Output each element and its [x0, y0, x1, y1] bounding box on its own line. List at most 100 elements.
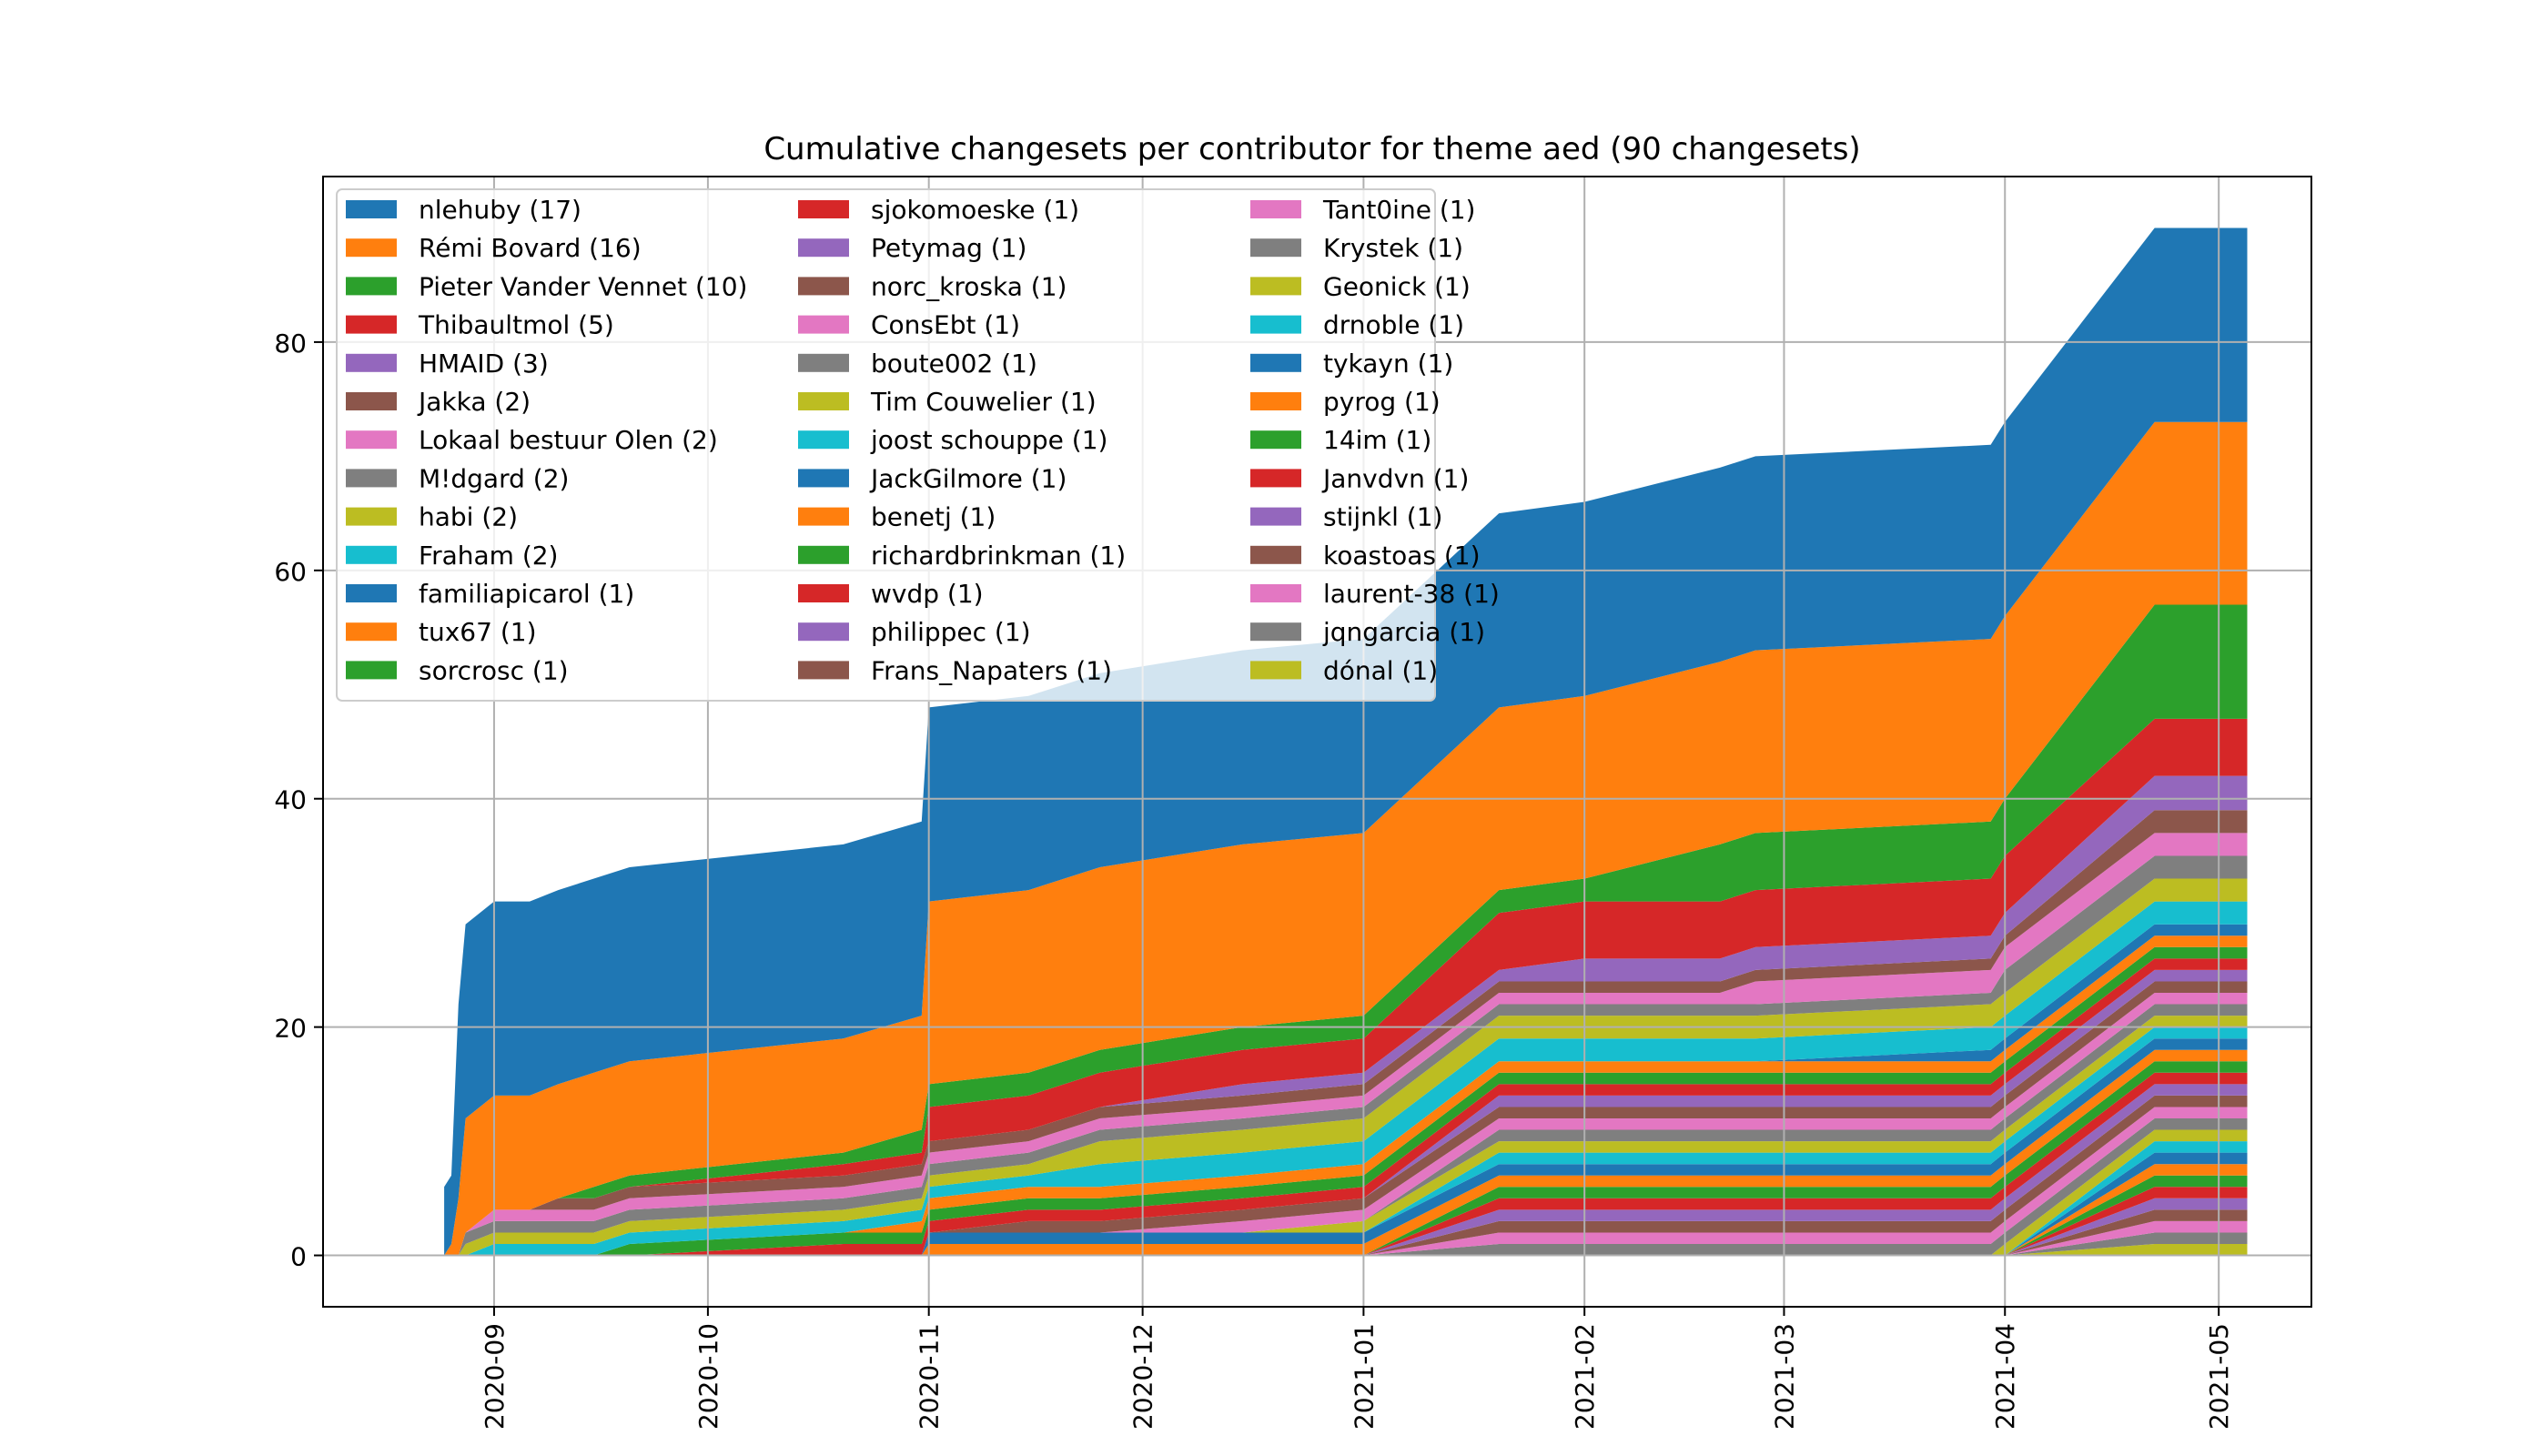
- area-philippec: [444, 1084, 2248, 1256]
- legend-swatch: [1250, 277, 1301, 296]
- legend-label: laurent-38 (1): [1323, 579, 1500, 609]
- legend-swatch: [798, 622, 849, 642]
- y-tick-label: 20: [274, 1014, 307, 1044]
- y-tick-label: 60: [274, 557, 307, 587]
- chart-title: Cumulative changesets per contributor fo…: [763, 131, 1860, 167]
- legend-swatch: [798, 277, 849, 296]
- area-nlehuby: [444, 228, 2248, 1256]
- legend-label: drnoble (1): [1323, 310, 1464, 340]
- x-tick-label: 2021-03: [1769, 1323, 1799, 1430]
- legend-label: Tant0ine (1): [1322, 195, 1475, 225]
- legend-swatch: [798, 507, 849, 526]
- legend-label: richardbrinkman (1): [871, 541, 1126, 571]
- legend-swatch: [1250, 545, 1301, 564]
- legend-label: JackGilmore (1): [869, 463, 1067, 493]
- stacked-areas: [444, 228, 2248, 1256]
- legend-label: tux67 (1): [419, 617, 537, 647]
- legend-label: dónal (1): [1323, 655, 1438, 685]
- x-axis: 2020-09 2020-10 2020-11 2020-12 2021-01 2021-…: [480, 1307, 2234, 1430]
- legend-swatch: [346, 392, 397, 410]
- x-tick-label: 2021-02: [1570, 1323, 1600, 1430]
- area-wvdp: [444, 1072, 2248, 1256]
- legend-label: 14im (1): [1323, 425, 1431, 455]
- area-consebt: [444, 993, 2248, 1256]
- legend-swatch: [798, 545, 849, 564]
- legend-swatch: [798, 353, 849, 372]
- y-tick-label: 80: [274, 329, 307, 359]
- legend-label: koastoas (1): [1323, 541, 1481, 571]
- legend-label: sjokomoeske (1): [871, 195, 1079, 225]
- legend-label: norc_kroska (1): [871, 271, 1067, 301]
- legend-swatch: [798, 430, 849, 450]
- legend-label: benetj (1): [871, 502, 996, 532]
- legend-label: familiapicarol (1): [419, 579, 634, 609]
- legend-label: Frans_Napaters (1): [871, 655, 1112, 685]
- legend-label: joost schouppe (1): [870, 425, 1107, 455]
- legend-label: Lokaal bestuur Olen (2): [419, 425, 718, 455]
- legend-label: wvdp (1): [871, 579, 984, 609]
- legend-swatch: [346, 507, 397, 526]
- legend-swatch: [1250, 353, 1301, 372]
- legend-label: Janvdvn (1): [1321, 463, 1469, 493]
- legend-swatch: [1250, 315, 1301, 334]
- legend-swatch: [346, 469, 397, 488]
- legend-swatch: [346, 315, 397, 334]
- area-d-nal: [444, 1244, 2248, 1256]
- legend-swatch: [1250, 392, 1301, 410]
- area-m-dgard: [444, 855, 2248, 1256]
- legend-swatch: [346, 200, 397, 218]
- legend-label: philippec (1): [871, 617, 1031, 647]
- legend-swatch: [1250, 584, 1301, 602]
- legend: nlehuby (17) Rémi Bovard (16) Pieter Vande…: [336, 188, 1500, 702]
- legend-label: sorcrosc (1): [419, 655, 569, 685]
- legend-swatch: [346, 277, 397, 296]
- legend-label: habi (2): [419, 502, 518, 532]
- legend-swatch: [1250, 622, 1301, 642]
- legend-swatch: [1250, 200, 1301, 218]
- legend-label: stijnkl (1): [1323, 502, 1442, 532]
- legend-swatch: [346, 238, 397, 258]
- legend-label: Thibaultmol (5): [418, 310, 614, 340]
- area-r-mi-bovard: [444, 421, 2248, 1256]
- x-tick-label: 2021-05: [2204, 1323, 2234, 1430]
- legend-swatch: [798, 392, 849, 410]
- legend-swatch: [798, 238, 849, 258]
- legend-label: jqngarcia (1): [1322, 617, 1485, 647]
- y-axis: 0 20 40 60 80: [274, 329, 323, 1272]
- x-tick-label: 2021-01: [1349, 1323, 1379, 1430]
- legend-swatch: [798, 584, 849, 602]
- legend-label: Fraham (2): [419, 541, 558, 571]
- legend-swatch: [1250, 661, 1301, 680]
- legend-swatch: [346, 353, 397, 372]
- legend-label: boute002 (1): [871, 349, 1037, 379]
- y-tick-label: 0: [290, 1242, 307, 1272]
- legend-label: Pieter Vander Vennet (10): [419, 271, 747, 301]
- area-norc-kroska: [444, 981, 2248, 1256]
- legend-swatch: [346, 584, 397, 602]
- legend-label: ConsEbt (1): [871, 310, 1020, 340]
- legend-swatch: [346, 430, 397, 450]
- legend-label: pyrog (1): [1323, 387, 1441, 417]
- legend-swatch: [1250, 507, 1301, 526]
- legend-label: HMAID (3): [419, 349, 549, 379]
- legend-label: M!dgard (2): [419, 463, 569, 493]
- legend-swatch: [1250, 430, 1301, 450]
- legend-swatch: [798, 315, 849, 334]
- legend-label: Geonick (1): [1323, 271, 1471, 301]
- legend-swatch: [346, 622, 397, 642]
- legend-swatch: [346, 545, 397, 564]
- x-tick-label: 2020-12: [1128, 1323, 1158, 1430]
- x-tick-label: 2021-04: [1990, 1323, 2020, 1430]
- legend-label: Jakka (2): [417, 387, 531, 417]
- legend-swatch: [798, 661, 849, 680]
- legend-swatch: [346, 661, 397, 680]
- legend-box: [336, 188, 1436, 702]
- legend-swatch: [1250, 469, 1301, 488]
- legend-label: Tim Couwelier (1): [870, 387, 1097, 417]
- legend-label: Krystek (1): [1323, 233, 1463, 263]
- legend-swatch: [1250, 238, 1301, 258]
- legend-swatch: [798, 469, 849, 488]
- plot-frame: [322, 176, 2312, 1308]
- legend-label: Petymag (1): [871, 233, 1026, 263]
